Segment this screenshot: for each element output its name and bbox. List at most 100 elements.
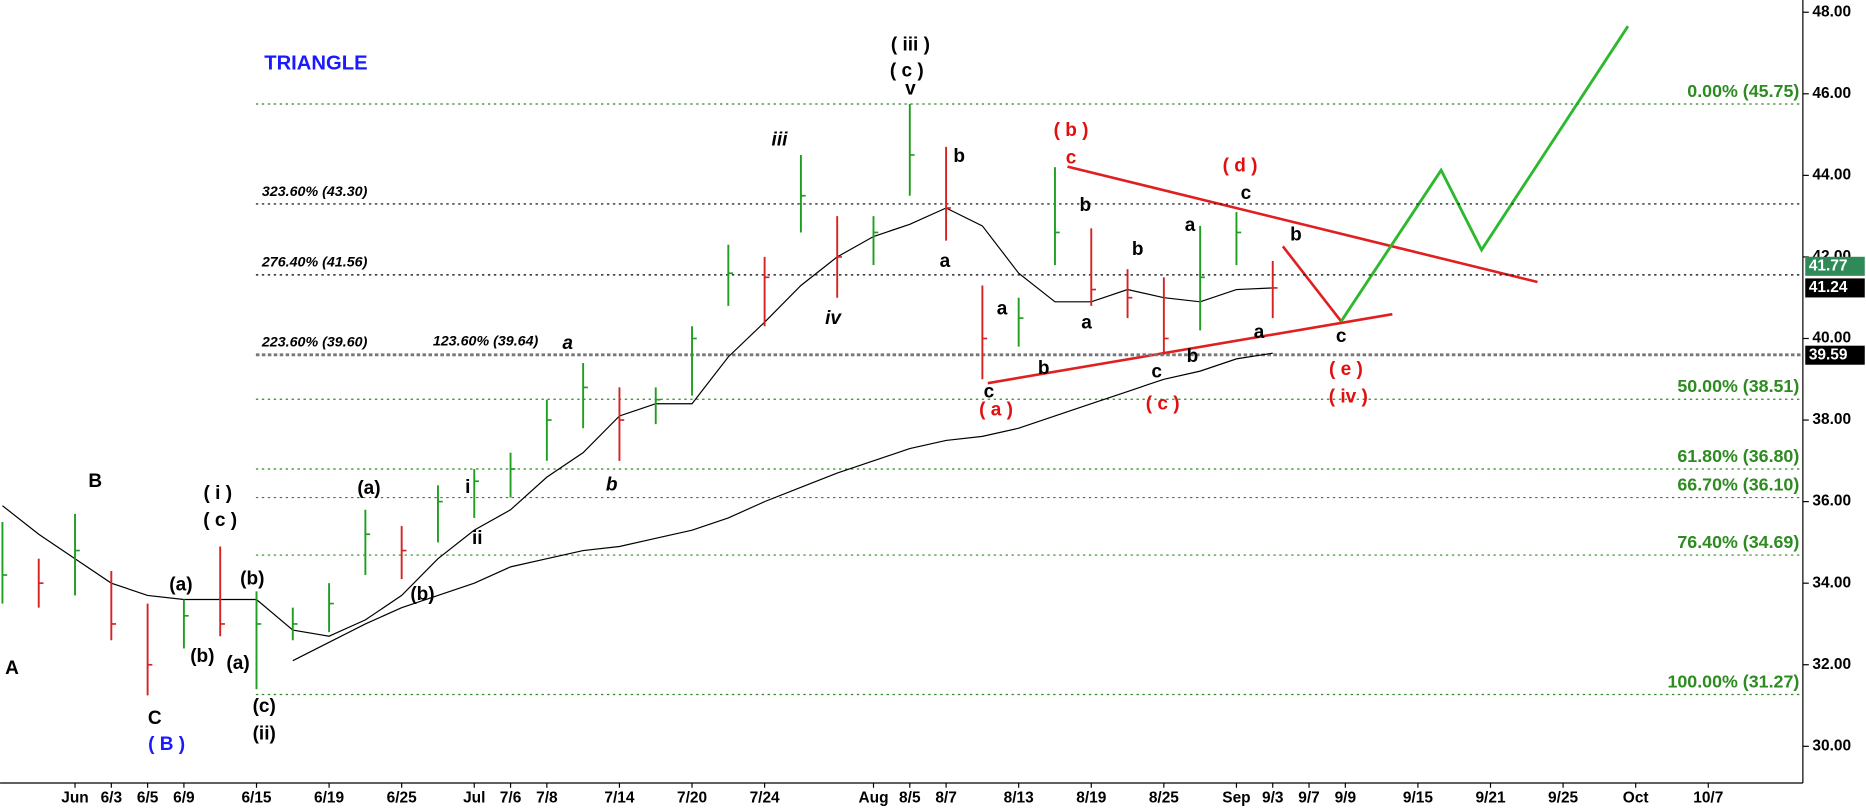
triangle-lower (987, 312, 1393, 385)
y-tick-label: 34.00 (1812, 574, 1851, 591)
x-tick-label: 10/7 (1693, 790, 1723, 807)
x-tick-label: Sep (1222, 790, 1250, 807)
x-tick-label: 6/25 (387, 790, 417, 807)
wave-label: b (1290, 225, 1302, 246)
wave-label: a (562, 333, 573, 354)
x-tick-label: 9/7 (1298, 790, 1319, 807)
fib-label: 76.40% (34.69) (1677, 532, 1799, 552)
fib-label: 50.00% (38.51) (1677, 376, 1799, 396)
y-tick-label: 32.00 (1812, 656, 1851, 673)
wave-label: (c) (253, 696, 276, 717)
wave-e-leg (1281, 245, 1343, 323)
x-tick-label: Jul (463, 790, 485, 807)
wave-label: ( iii ) (891, 34, 930, 55)
wave-label: ( a ) (979, 400, 1013, 421)
fib-label: 0.00% (45.75) (1687, 81, 1799, 101)
wave-label: b (1080, 195, 1092, 216)
x-tick-label: 9/21 (1475, 790, 1505, 807)
x-tick-label: 9/3 (1262, 790, 1284, 807)
fib-label: 323.60% (43.30) (262, 184, 368, 200)
wave-label: ( B ) (148, 734, 185, 755)
price-marker-label: 41.77 (1809, 257, 1848, 274)
wave-label: (a) (357, 478, 380, 499)
y-tick-label: 40.00 (1812, 330, 1851, 347)
y-tick-label: 30.00 (1812, 737, 1851, 754)
x-tick-label: 6/3 (101, 790, 123, 807)
x-tick-label: Oct (1623, 790, 1649, 807)
plot-layer: 30.0032.0034.0036.0038.0040.0042.0044.00… (1, 3, 1865, 807)
projection-path (1339, 25, 1630, 323)
fib-label: 223.60% (39.60) (261, 335, 368, 351)
wave-label: ( d ) (1223, 156, 1258, 177)
x-tick-label: 8/13 (1004, 790, 1034, 807)
fib-label: 100.00% (31.27) (1667, 671, 1799, 691)
triangle-lines (987, 165, 1538, 385)
wave-label: iv (825, 308, 842, 329)
x-tick-label: 9/25 (1548, 790, 1578, 807)
wave-label: ( c ) (890, 60, 924, 81)
triangle-upper (1067, 165, 1538, 284)
wave-label: c (1066, 147, 1077, 168)
wave-label: b (1038, 358, 1050, 379)
wave-label: b (1132, 239, 1144, 260)
wave-label: a (997, 298, 1008, 319)
x-tick-label: 6/15 (241, 790, 271, 807)
x-tick-label: 9/9 (1335, 790, 1357, 807)
fib-label: 66.70% (36.10) (1677, 474, 1799, 494)
x-tick-label: 7/6 (500, 790, 522, 807)
x-tick-label: 6/19 (314, 790, 344, 807)
x-tick-label: 9/15 (1403, 790, 1433, 807)
wave-label: ( iv ) (1329, 386, 1368, 407)
wave-label: 123.60% (39.64) (433, 333, 539, 349)
price-marker (1805, 345, 1865, 365)
wave-label: a (1254, 322, 1265, 343)
x-tick-label: Aug (858, 790, 888, 807)
wave-label: A (5, 658, 19, 679)
wave-label: i (465, 477, 470, 498)
x-tick-label: 8/25 (1149, 790, 1179, 807)
price-marker-label: 41.24 (1809, 279, 1848, 296)
wave-label: (a) (226, 653, 249, 674)
y-tick-label: 38.00 (1812, 411, 1851, 428)
wave-label: ( c ) (1146, 394, 1180, 415)
wave-label: b (1187, 346, 1199, 367)
wave-label: (a) (169, 575, 192, 596)
x-tick-label: 7/8 (536, 790, 558, 807)
wave-label: ( c ) (203, 510, 237, 531)
x-tick-label: 8/7 (935, 790, 956, 807)
wave-label: c (1336, 326, 1347, 347)
x-tick-label: 6/9 (173, 790, 195, 807)
wave-label: (b) (190, 646, 214, 667)
fib-label: 61.80% (36.80) (1677, 446, 1799, 466)
wave-label: ( b ) (1054, 120, 1089, 141)
price-marker (1805, 256, 1865, 276)
x-tick-label: 7/24 (750, 790, 780, 807)
x-tick-label: 7/20 (677, 790, 707, 807)
wave-label: (b) (240, 569, 264, 590)
wave-label: b (606, 475, 618, 496)
wave-label: (ii) (253, 723, 276, 744)
wave-label: C (148, 708, 162, 729)
fib-label: 276.40% (41.56) (261, 255, 368, 271)
wave-label: ( e ) (1329, 359, 1363, 380)
wave-label: c (984, 382, 995, 403)
wave-label: a (1081, 313, 1092, 334)
y-tick-label: 48.00 (1812, 3, 1851, 20)
y-tick-label: 44.00 (1812, 166, 1851, 183)
wave-label: c (1241, 183, 1252, 204)
wave-label: c (1151, 361, 1162, 382)
moving-average (2, 207, 1273, 637)
x-tick-label: 8/19 (1076, 790, 1106, 807)
x-tick-label: 8/5 (899, 790, 921, 807)
wave-label: a (1185, 215, 1196, 236)
x-tick-label: 6/5 (137, 790, 159, 807)
y-tick-label: 46.00 (1812, 85, 1851, 102)
wave-label: ( i ) (204, 483, 233, 504)
y-tick-label: 36.00 (1812, 493, 1851, 510)
price-marker-label: 39.59 (1809, 346, 1848, 363)
price-marker (1805, 278, 1865, 298)
chart-title: TRIANGLE (264, 53, 367, 75)
